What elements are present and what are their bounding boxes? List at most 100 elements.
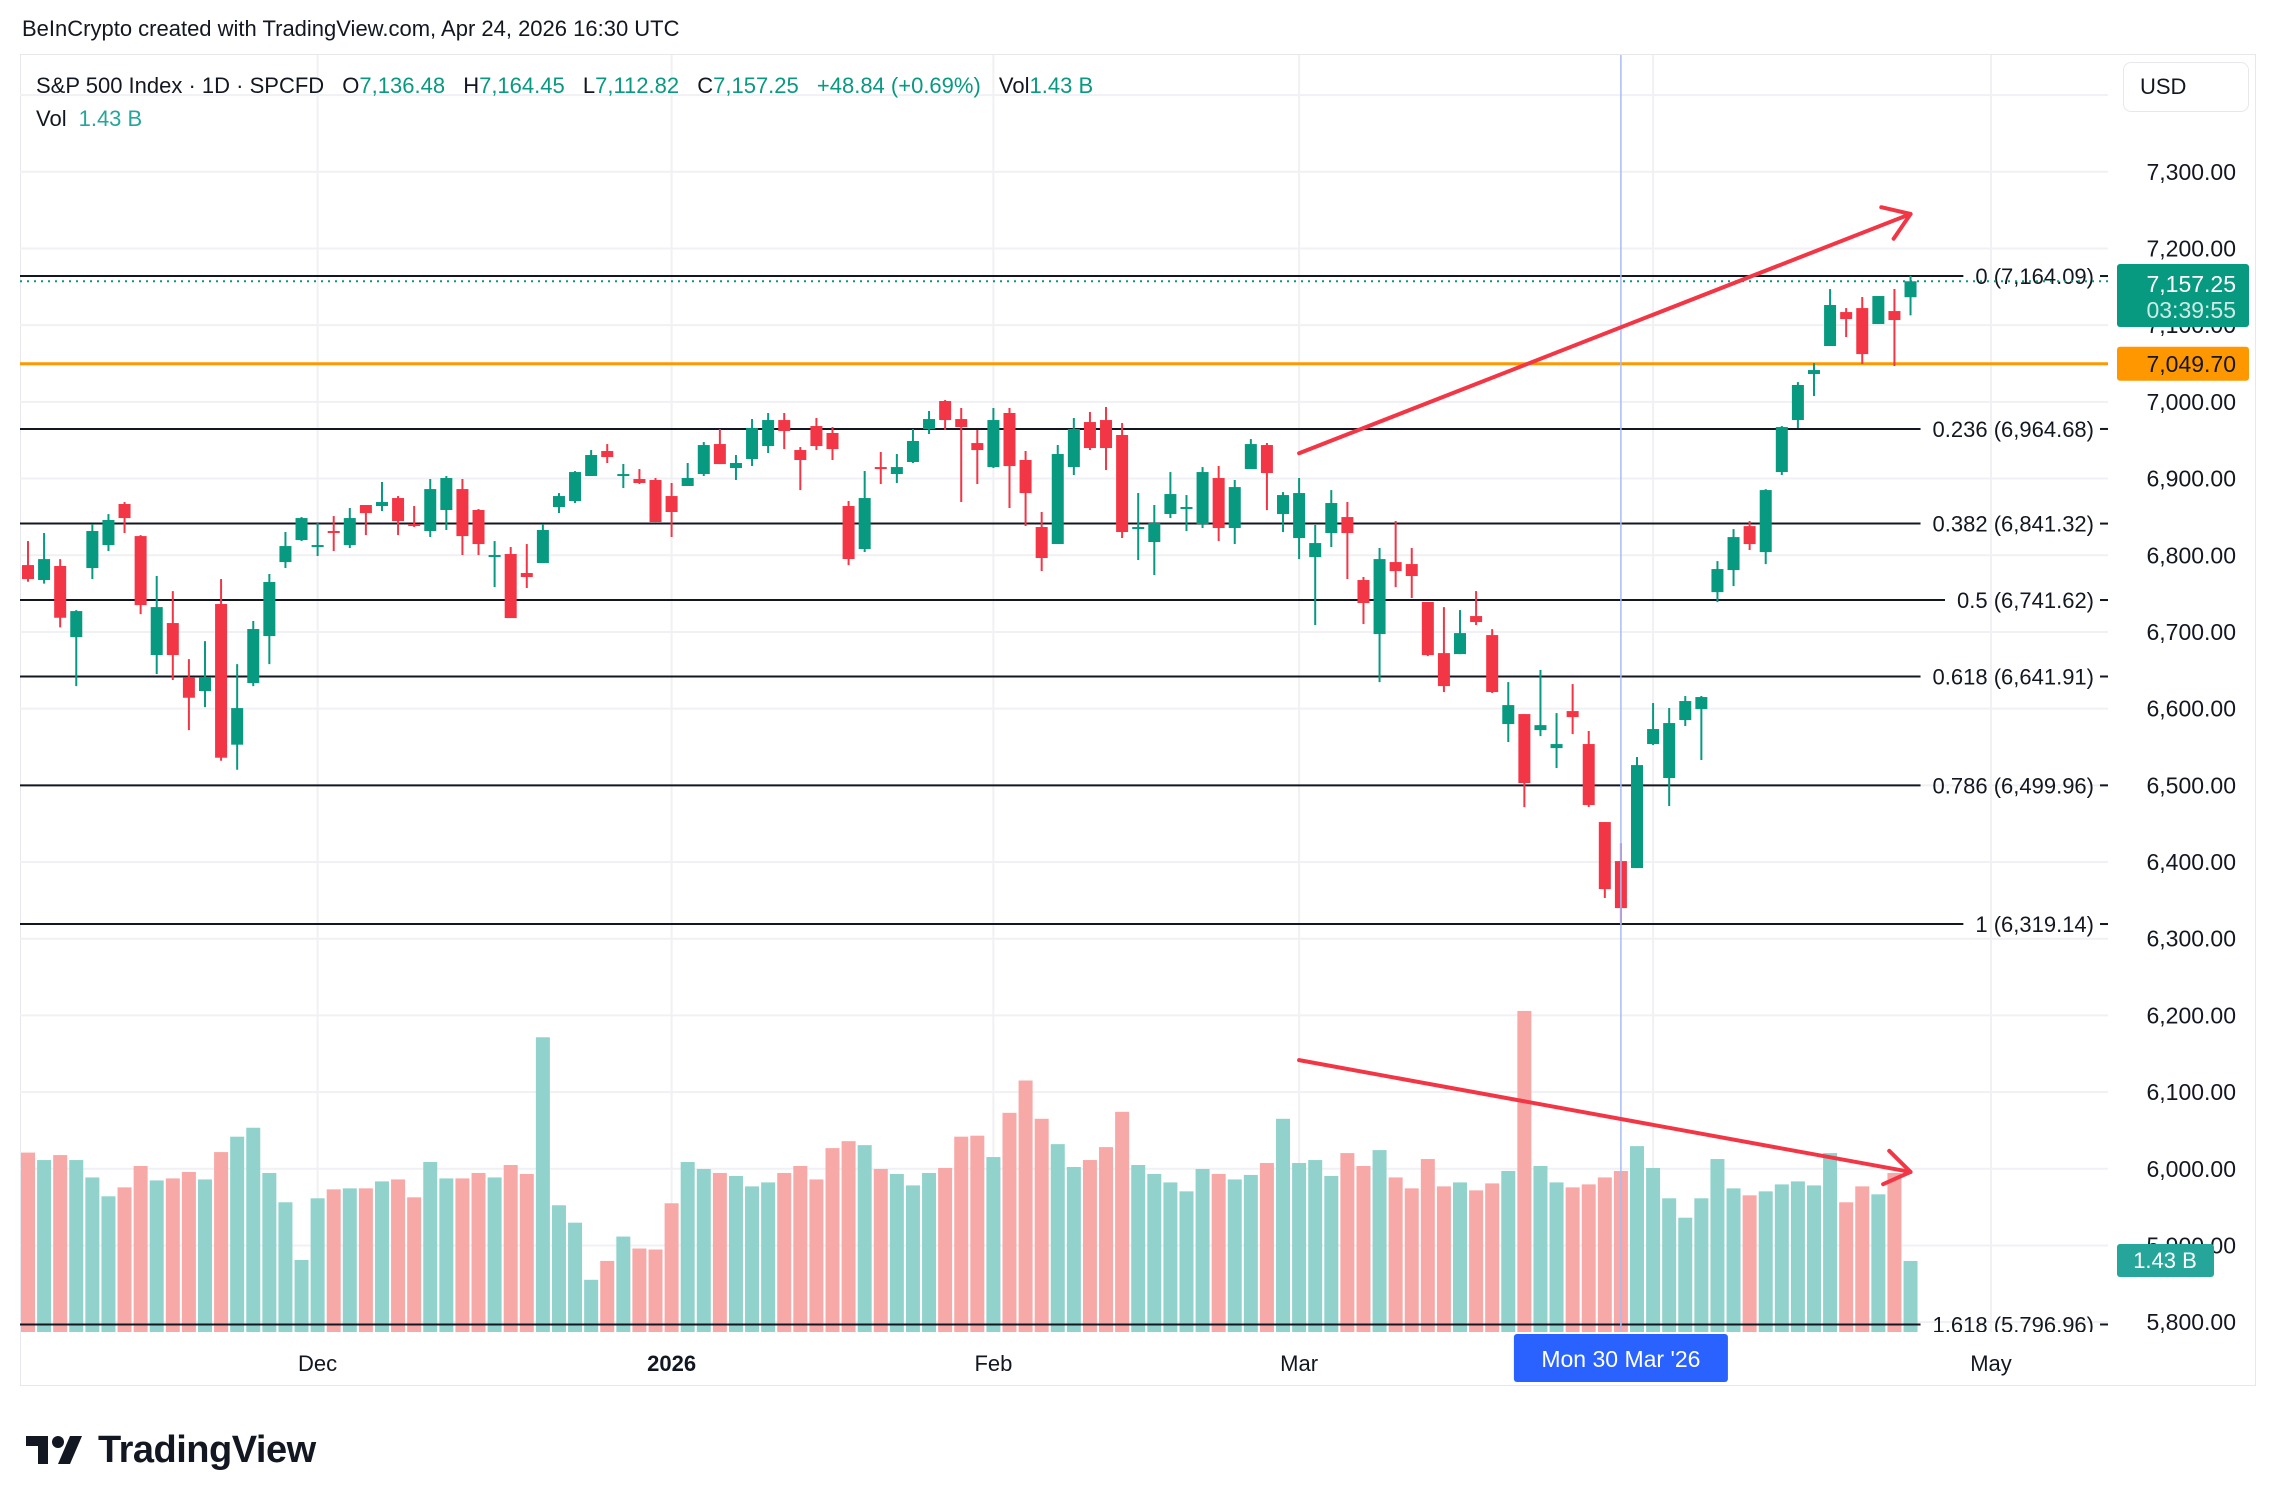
candle[interactable] [1003,408,1016,509]
candle[interactable] [746,419,759,467]
candle[interactable] [359,505,372,536]
candle[interactable] [1807,363,1820,397]
candle[interactable] [874,452,887,485]
candle[interactable] [38,533,51,584]
candle[interactable] [939,400,952,431]
candle[interactable] [826,427,839,461]
candle[interactable] [1711,561,1724,603]
candle[interactable] [762,412,775,454]
candle[interactable] [472,509,485,556]
candle[interactable] [1856,297,1869,365]
candle[interactable] [1100,407,1113,471]
candle[interactable] [633,469,646,485]
candle[interactable] [1759,489,1772,565]
candle[interactable] [617,463,630,488]
candle[interactable] [1888,289,1901,367]
candle[interactable] [1840,308,1853,338]
candle[interactable] [536,524,549,564]
candle[interactable] [1437,607,1450,693]
candle[interactable] [1341,502,1354,580]
tradingview-logo[interactable]: TradingView [26,1428,316,1472]
candle[interactable] [231,664,244,770]
candle[interactable] [729,455,742,481]
candle[interactable] [70,610,83,687]
candle[interactable] [1051,445,1064,545]
candle[interactable] [1164,472,1177,519]
candle[interactable] [1260,443,1273,511]
candle[interactable] [1035,511,1048,572]
candle[interactable] [1631,757,1643,869]
candle[interactable] [923,410,936,435]
candle[interactable] [794,447,807,491]
candle[interactable] [1277,492,1290,533]
candle[interactable] [86,524,99,580]
volume-indicator-label[interactable]: Vol [36,106,67,131]
candle[interactable] [520,544,533,588]
candle[interactable] [569,471,582,504]
candle[interactable] [1116,423,1129,538]
price-trend-arrow[interactable] [1297,205,1913,456]
candle[interactable] [1904,275,1917,316]
candle[interactable] [1598,822,1611,899]
candle[interactable] [810,417,823,451]
candle[interactable] [665,483,678,537]
candle[interactable] [585,450,598,477]
candle[interactable] [1405,548,1418,599]
candle[interactable] [408,506,421,528]
candle[interactable] [601,444,614,463]
candle[interactable] [842,501,855,566]
candle[interactable] [1647,703,1660,746]
candle[interactable] [1228,480,1241,545]
candle[interactable] [1067,417,1080,476]
candle[interactable] [456,479,469,556]
candle[interactable] [1502,682,1515,743]
candle[interactable] [134,535,147,615]
candle[interactable] [118,502,131,534]
candle[interactable] [343,508,356,549]
candle[interactable] [263,574,276,665]
candle[interactable] [987,408,1000,469]
candle[interactable] [1212,466,1225,542]
candle[interactable] [1582,731,1595,808]
candle[interactable] [778,412,791,450]
candle[interactable] [1389,521,1402,588]
candle[interactable] [1470,591,1483,626]
candle[interactable] [955,408,968,503]
candle[interactable] [1309,525,1322,626]
candle[interactable] [1550,713,1563,769]
candle[interactable] [1421,602,1434,657]
symbol-title[interactable]: S&P 500 Index · 1D · SPCFD [36,73,325,98]
candle[interactable] [1534,670,1547,737]
candle[interactable] [1775,426,1788,476]
candle[interactable] [1357,577,1370,625]
candle[interactable] [488,541,501,587]
candle[interactable] [247,621,260,687]
candle[interactable] [1566,684,1579,735]
candle[interactable] [1019,451,1032,527]
candle[interactable] [1180,495,1193,532]
candle[interactable] [1293,478,1306,560]
candle[interactable] [1727,529,1740,587]
candle[interactable] [182,659,195,731]
candle[interactable] [295,517,308,542]
currency-button[interactable]: USD [2123,62,2249,112]
candle[interactable] [1196,467,1209,529]
volume-trend-arrow[interactable] [1297,1058,1913,1187]
candle[interactable] [392,496,405,536]
candle[interactable] [697,442,710,477]
candle[interactable] [1791,382,1804,429]
candle[interactable] [906,429,919,463]
candle[interactable] [649,478,662,523]
candle[interactable] [1454,610,1467,655]
candle[interactable] [22,541,34,582]
candle[interactable] [375,482,388,512]
candle[interactable] [552,493,565,513]
candle[interactable] [1148,505,1161,576]
candle[interactable] [1244,439,1257,470]
candle[interactable] [1872,296,1885,325]
candle[interactable] [1083,411,1096,451]
candle[interactable] [1486,629,1499,694]
candle[interactable] [1695,696,1708,761]
candle[interactable] [424,479,437,537]
